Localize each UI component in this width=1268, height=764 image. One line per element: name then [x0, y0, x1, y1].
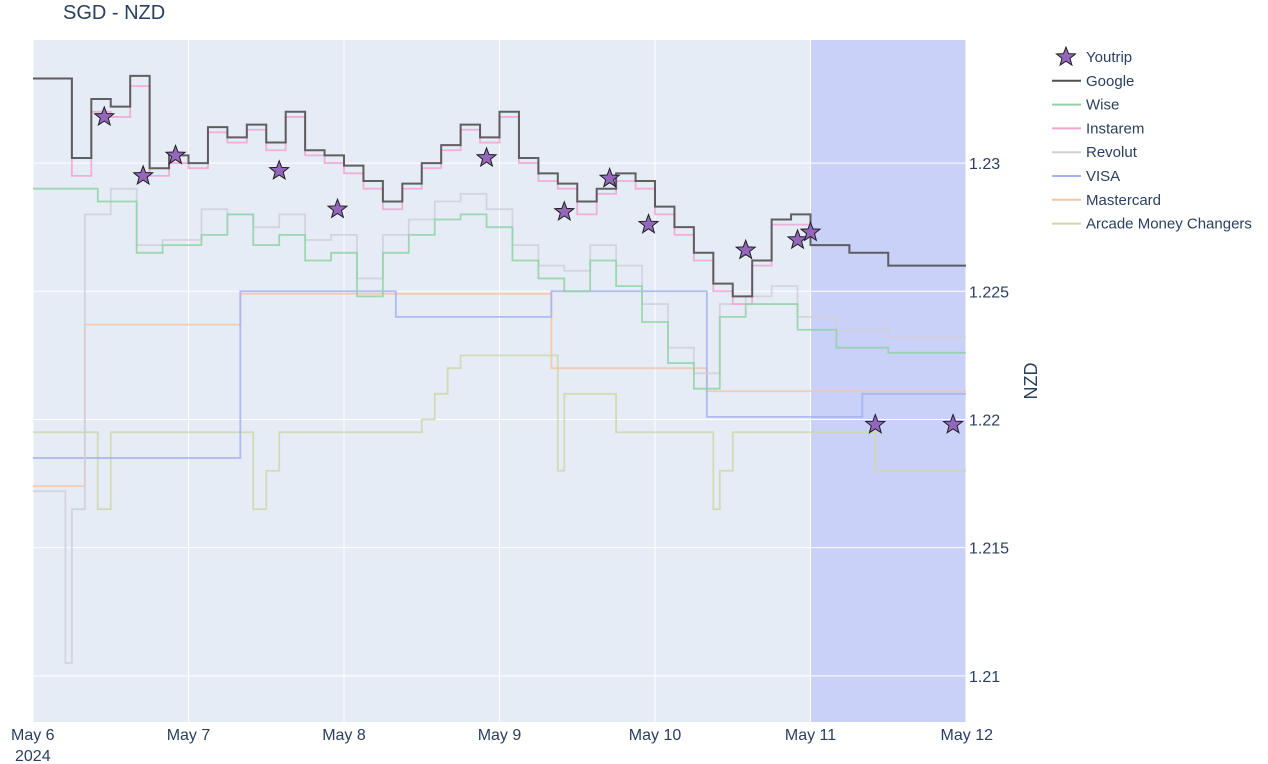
youtrip-marker — [93, 105, 116, 127]
youtrip-marker — [326, 197, 349, 219]
chart-title: SGD - NZD — [63, 2, 165, 24]
legend-label-mastercard: Mastercard — [1086, 192, 1161, 209]
youtrip-marker — [268, 159, 291, 181]
x-tick-label: May 10 — [629, 727, 682, 744]
x-tick-label: May 11 — [785, 727, 836, 744]
y-tick-label: 1.23 — [969, 156, 1000, 173]
legend-label-visa: VISA — [1086, 168, 1120, 185]
x-tick-label: May 6 — [11, 727, 55, 744]
youtrip-marker — [799, 220, 822, 242]
y-tick-label: 1.225 — [969, 284, 1009, 301]
youtrip-marker — [786, 228, 809, 250]
youtrip-marker — [132, 164, 155, 186]
series-line-visa — [33, 290, 966, 459]
youtrip-marker — [164, 143, 187, 165]
youtrip-marker — [475, 146, 498, 168]
y-axis-title: NZD — [1021, 363, 1041, 400]
legend-label-google: Google — [1086, 73, 1134, 90]
series-line-arcade-money-changers — [33, 354, 966, 511]
legend-label-youtrip: Youtrip — [1086, 49, 1132, 66]
youtrip-marker — [553, 200, 576, 222]
x-tick-label: May 9 — [478, 727, 522, 744]
legend: Youtrip Google Wise Instarem Revolut VISA Mast… — [1052, 45, 1252, 233]
youtrip-marker — [942, 413, 964, 434]
x-tick-label: May 12 — [941, 727, 994, 744]
x-tick-label: May 8 — [322, 727, 366, 744]
youtrip-marker — [637, 213, 660, 234]
legend-label-arcade-money-changers: Arcade Money Changers — [1086, 216, 1252, 233]
legend-label-revolut: Revolut — [1086, 144, 1138, 161]
youtrip-marker — [598, 167, 621, 188]
legend-label-wise: Wise — [1086, 97, 1119, 114]
x-tick-year-label: 2024 — [15, 748, 51, 764]
series-line-google — [33, 74, 966, 298]
youtrip-marker — [864, 413, 887, 434]
shaded-region — [810, 40, 966, 722]
x-tick-label: May 7 — [167, 727, 211, 744]
legend-label-instarem: Instarem — [1086, 120, 1144, 137]
youtrip-marker — [734, 238, 757, 260]
y-tick-label: 1.22 — [969, 412, 1000, 429]
series-line-wise — [33, 187, 966, 390]
y-tick-label: 1.215 — [969, 541, 1009, 558]
y-tick-label: 1.21 — [969, 669, 1000, 686]
legend-symbol-youtrip — [1055, 45, 1077, 67]
